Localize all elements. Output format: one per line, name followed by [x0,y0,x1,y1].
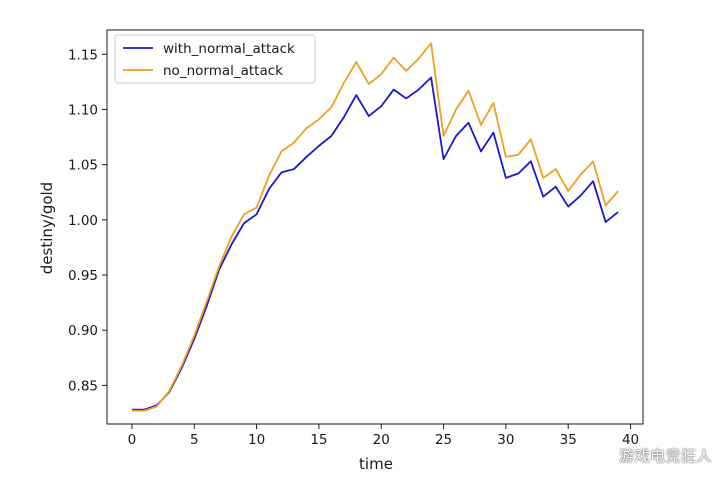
x-tick-label: 30 [497,432,514,448]
x-tick-label: 25 [435,432,452,448]
y-tick-label: 1.15 [68,47,98,63]
y-tick-label: 0.95 [68,268,98,284]
x-tick-label: 40 [622,432,639,448]
y-tick-label: 0.85 [68,378,98,394]
plot-frame [106,29,644,425]
y-tick-label: 0.90 [68,323,98,339]
x-tick-label: 0 [128,432,137,448]
y-tick-label: 1.00 [68,213,98,229]
x-axis-label: time [359,455,393,473]
x-tick-label: 10 [248,432,265,448]
plot-background [107,30,643,424]
series-layer [131,42,619,412]
x-tick-label: 20 [373,432,390,448]
y-tick-label: 1.05 [68,158,98,174]
series-line-1 [131,76,619,411]
legend: with_normal_attack no_normal_attack [114,34,316,84]
y-axis-label: destiny/gold [38,182,56,274]
axes-layer: 0 5 10 15 20 25 30 35 40 0.85 0.90 0.95 1.00 1.05 1.10… [68,29,644,448]
series-line-2 [131,42,619,412]
legend-box [114,34,316,84]
y-tick-label: 1.10 [68,102,98,118]
watermark: 游戏电竞狂人 [618,447,712,465]
legend-label-2: no_normal_attack [163,63,283,79]
x-tick-label: 5 [190,432,199,448]
plot-area [107,30,643,424]
x-tick-label: 15 [310,432,327,448]
x-tick-label: 35 [560,432,577,448]
legend-label-1: with_normal_attack [163,41,295,57]
